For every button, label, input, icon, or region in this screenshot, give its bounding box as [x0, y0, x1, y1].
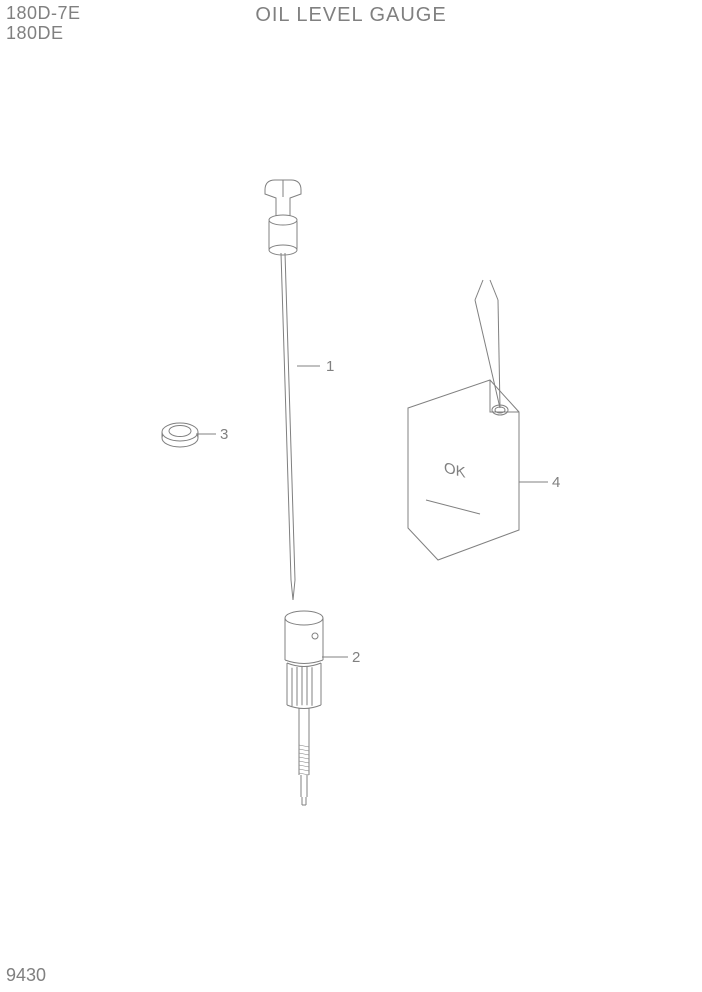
callout-label-1: 1 — [326, 358, 334, 375]
callout-label-4: 4 — [552, 474, 560, 491]
callout-label-2: 2 — [352, 649, 360, 666]
diagram-canvas — [0, 0, 702, 992]
callout-label-3: 3 — [220, 426, 228, 443]
